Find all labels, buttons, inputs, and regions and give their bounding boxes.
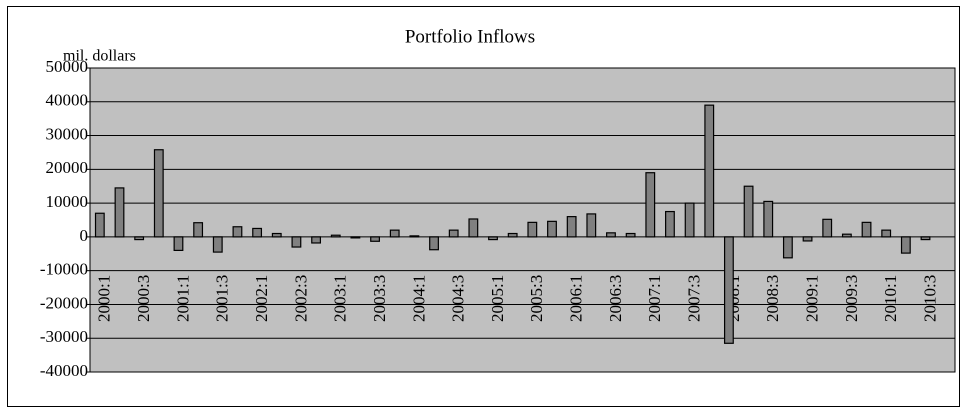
- bar: [94, 212, 105, 238]
- x-tick-label: 2002:3: [291, 275, 310, 322]
- x-tick-label: 2000:3: [134, 275, 153, 322]
- bar: [252, 227, 263, 238]
- y-axis-label: mil. dollars: [63, 48, 136, 65]
- bar: [802, 236, 813, 242]
- bar: [370, 236, 380, 242]
- bar: [763, 200, 774, 238]
- x-tick-label: 2010:3: [920, 275, 939, 322]
- bar: [291, 236, 302, 248]
- bar: [488, 236, 498, 241]
- y-tick-label: 0: [80, 226, 89, 245]
- y-tick-label: -20000: [40, 293, 88, 312]
- y-tick-label: -40000: [40, 361, 88, 380]
- bar: [606, 232, 616, 238]
- x-tick-label: 2009:1: [802, 275, 821, 322]
- bar: [586, 213, 597, 238]
- bar: [468, 218, 479, 238]
- bar: [841, 233, 852, 238]
- x-tick-label: 2008:3: [763, 275, 782, 322]
- bar: [232, 226, 243, 238]
- bar: [134, 236, 145, 241]
- x-tick-label: 2002:1: [252, 275, 271, 322]
- bar: [782, 236, 793, 259]
- x-tick-label: 2006:3: [606, 275, 625, 322]
- bar: [271, 232, 282, 238]
- bar: [193, 222, 204, 238]
- bar: [665, 210, 675, 238]
- bar: [507, 232, 518, 238]
- chart-title: Portfolio Inflows: [405, 26, 535, 47]
- bar: [684, 202, 695, 238]
- bar: [448, 229, 459, 238]
- bar: [881, 229, 892, 238]
- bar: [527, 221, 538, 238]
- bar: [723, 236, 734, 344]
- bar: [861, 221, 872, 238]
- x-tick-label: 2003:3: [370, 275, 389, 322]
- x-tick-label: 2003:1: [331, 275, 350, 322]
- bar: [645, 172, 656, 238]
- bar: [389, 229, 400, 238]
- y-tick-label: 20000: [46, 158, 89, 177]
- y-tick-label: 40000: [46, 91, 89, 110]
- bar: [212, 236, 223, 253]
- x-tick-label: 2006:1: [567, 275, 586, 322]
- y-tick-label: -10000: [40, 260, 88, 279]
- x-tick-label: 2010:1: [881, 275, 900, 322]
- x-tick-label: 2007:3: [685, 275, 704, 322]
- bar: [350, 236, 361, 239]
- bar: [566, 216, 577, 238]
- x-tick-label: 2007:1: [645, 275, 664, 322]
- x-tick-label: 2004:1: [409, 275, 428, 322]
- bar: [547, 220, 557, 238]
- bar: [704, 104, 715, 238]
- bar: [153, 149, 164, 238]
- x-tick-label: 2009:3: [842, 275, 861, 322]
- bar: [173, 236, 184, 251]
- x-tick-label: 2004:3: [449, 275, 468, 322]
- y-tick-label: -30000: [40, 327, 88, 346]
- y-tick-label: 10000: [46, 192, 89, 211]
- bar: [311, 236, 322, 244]
- bar: [900, 236, 911, 254]
- plot-area: [89, 67, 956, 373]
- bar: [625, 232, 636, 238]
- bar: [822, 218, 833, 238]
- bar: [920, 236, 931, 241]
- x-tick-label: 2000:1: [95, 275, 114, 322]
- bar: [429, 236, 439, 251]
- x-tick-label: 2001:1: [173, 275, 192, 322]
- y-tick-label: 50000: [46, 57, 89, 76]
- bar: [330, 234, 341, 238]
- x-tick-label: 2005:3: [527, 275, 546, 322]
- x-tick-label: 2001:3: [213, 275, 232, 322]
- bar: [114, 187, 125, 238]
- x-tick-label: 2005:1: [488, 275, 507, 322]
- bar: [409, 235, 420, 238]
- bar: [743, 185, 754, 238]
- y-tick-label: 30000: [46, 124, 89, 143]
